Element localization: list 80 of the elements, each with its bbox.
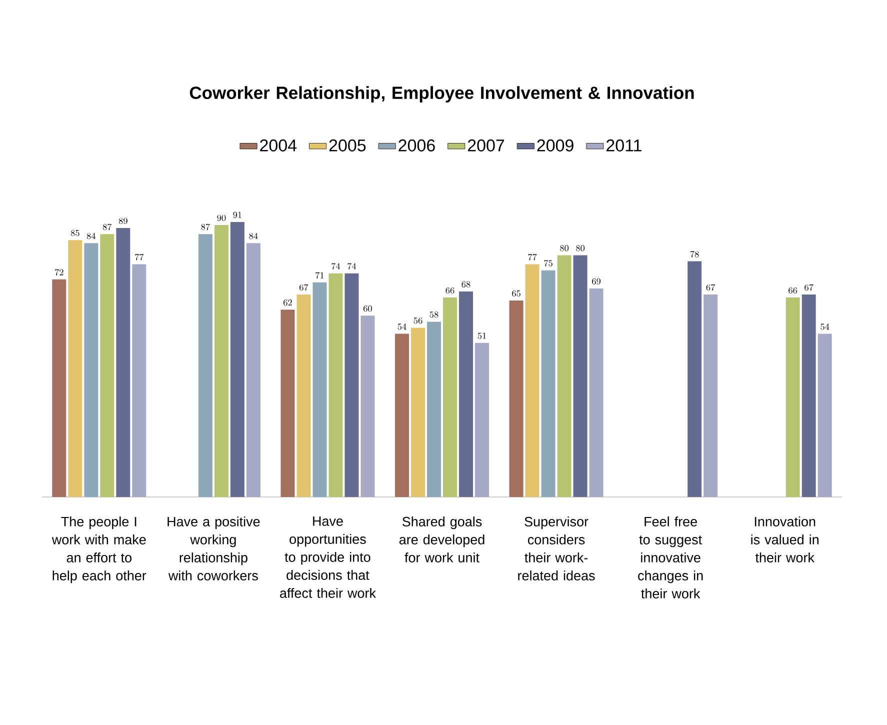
data-label: 87	[102, 224, 112, 230]
data-label: 89	[118, 218, 128, 224]
legend-label: 2011	[606, 139, 642, 152]
bar	[132, 264, 146, 497]
bar	[52, 279, 66, 497]
x-tick-label: Shared goals are developed for work unit	[399, 516, 484, 562]
data-label: 54	[820, 324, 830, 330]
bar	[280, 310, 295, 497]
bar	[246, 243, 260, 497]
data-label: 69	[592, 278, 601, 284]
bar	[312, 282, 327, 497]
bar	[395, 334, 410, 497]
x-tick-label: Innovation is valued in their work	[751, 516, 818, 562]
x-tick-label: Feel free to suggest innovative changes in their work	[638, 516, 703, 598]
bar	[509, 300, 524, 497]
bar	[525, 264, 540, 497]
bar	[818, 334, 832, 497]
bar	[296, 294, 311, 497]
data-label: 91	[233, 212, 242, 218]
x-tick-label: The people I work with make an effort to help each other	[52, 516, 146, 584]
data-label: 87	[201, 224, 210, 230]
data-label: 65	[512, 290, 520, 297]
bar	[198, 234, 212, 497]
bar	[704, 294, 718, 497]
legend-label: 2007	[468, 139, 504, 152]
data-label: 71	[316, 272, 324, 278]
data-label: 66	[446, 287, 454, 294]
bar	[475, 342, 489, 497]
data-label: 56	[414, 318, 422, 324]
data-label: 74	[348, 263, 356, 270]
bar	[786, 298, 800, 497]
bar	[84, 243, 98, 497]
data-label: 67	[299, 284, 308, 291]
data-label: 60	[363, 305, 372, 312]
bar	[411, 328, 425, 497]
data-label: 84	[249, 232, 258, 240]
x-tick-label: Have a positive working relationship with coworkers	[168, 516, 260, 580]
bar	[214, 225, 228, 497]
data-label: 67	[804, 284, 814, 291]
bar	[459, 291, 474, 497]
x-tick-label: Supervisor considers their work-related ideas	[518, 516, 595, 580]
data-label: 77	[528, 254, 537, 260]
bar	[427, 322, 441, 497]
data-label: 77	[135, 254, 144, 260]
bar	[589, 288, 604, 497]
data-label: 80	[576, 245, 585, 252]
data-label: 78	[690, 250, 699, 258]
bar	[344, 273, 359, 497]
bar	[443, 298, 457, 497]
bar	[100, 234, 114, 497]
x-tick-label: Have opportunities to provide into decisions that affect their work	[280, 516, 376, 598]
bar	[328, 273, 343, 497]
bar	[557, 255, 572, 497]
bar	[573, 255, 588, 497]
legend-label: 2009	[537, 139, 574, 152]
data-label: 51	[478, 332, 486, 339]
data-label: 66	[788, 287, 798, 294]
data-label: 54	[398, 324, 406, 330]
data-label: 68	[462, 281, 470, 288]
legend-label: 2004	[260, 139, 297, 152]
legend-label: 2006	[398, 139, 435, 152]
data-label: 80	[560, 245, 569, 252]
bar	[802, 294, 816, 497]
bar	[541, 270, 556, 497]
data-label: 62	[283, 299, 292, 306]
data-label: 74	[332, 263, 340, 270]
data-label: 75	[544, 260, 552, 266]
data-label: 90	[217, 214, 226, 222]
bar	[116, 228, 130, 497]
bar	[68, 240, 82, 497]
data-label: 72	[55, 269, 64, 276]
chart-title: Coworker Relationship, Employee Involvement & Innovation	[190, 86, 694, 102]
bar	[230, 222, 244, 497]
data-label: 58	[430, 312, 438, 318]
bar	[688, 261, 702, 497]
bar	[360, 316, 375, 497]
legend-label: 2005	[329, 139, 366, 152]
data-label: 67	[706, 284, 716, 291]
data-label: 85	[70, 230, 80, 236]
data-label: 84	[86, 232, 96, 240]
